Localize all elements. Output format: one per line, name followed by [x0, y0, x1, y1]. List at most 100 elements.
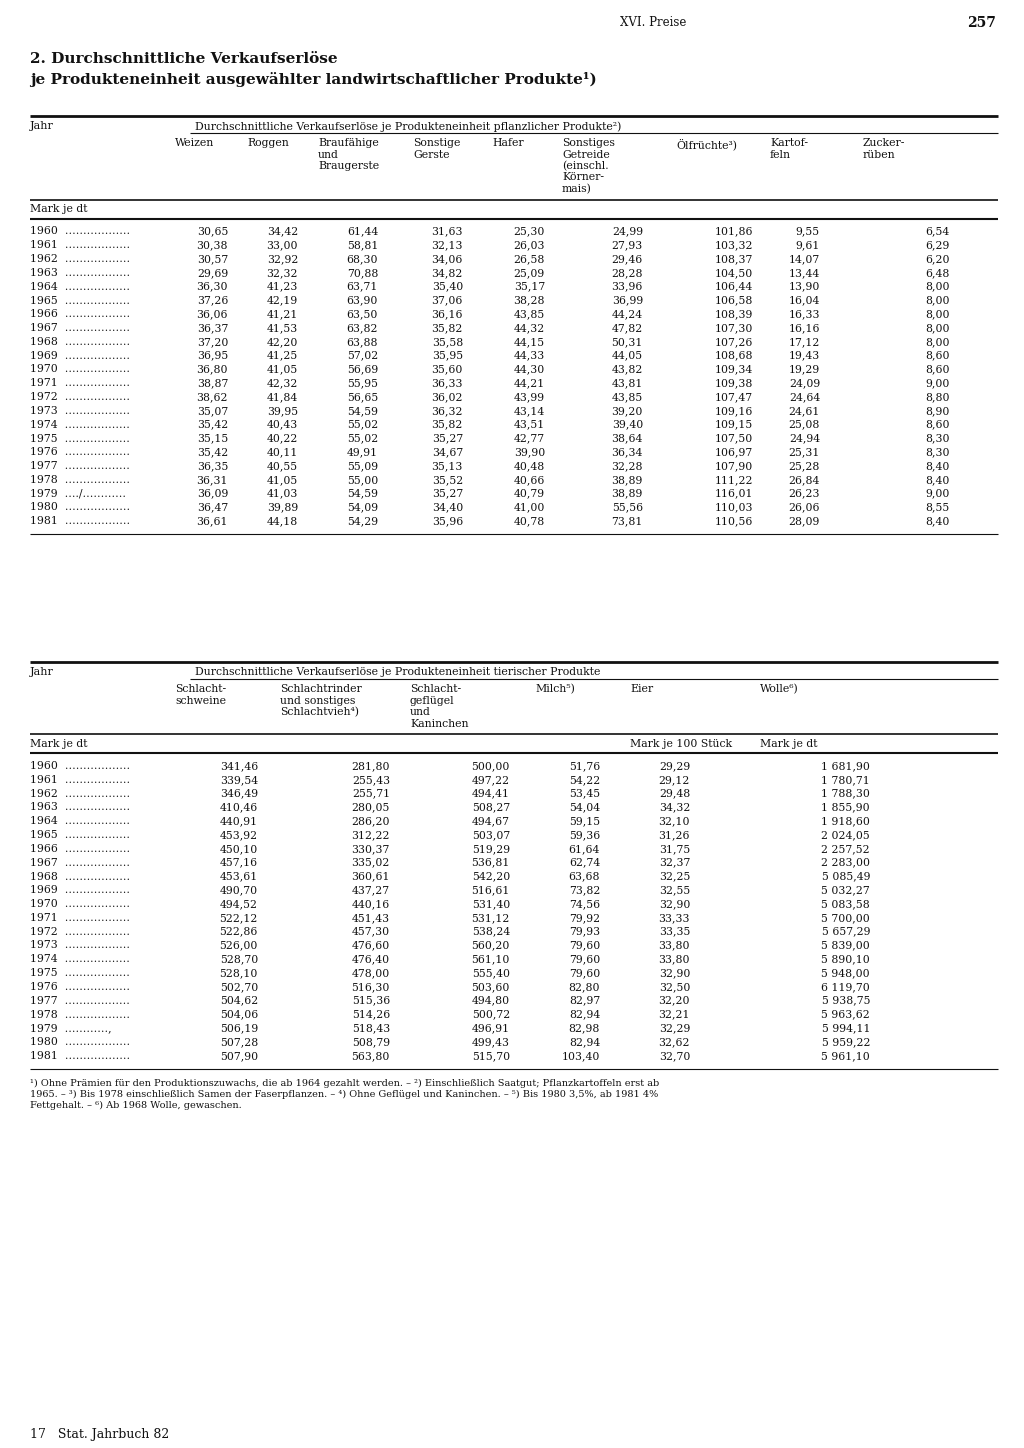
Text: 36,34: 36,34	[611, 447, 643, 458]
Text: 33,96: 33,96	[611, 282, 643, 291]
Text: 1977  ………………: 1977 ………………	[30, 460, 130, 471]
Text: Eier: Eier	[630, 683, 653, 694]
Text: 110,03: 110,03	[715, 502, 753, 513]
Text: 30,38: 30,38	[197, 240, 228, 251]
Text: 39,90: 39,90	[514, 447, 545, 458]
Text: 63,82: 63,82	[346, 323, 378, 333]
Text: 43,85: 43,85	[514, 310, 545, 320]
Text: 1961  ………………: 1961 ………………	[30, 775, 130, 785]
Text: 26,06: 26,06	[788, 502, 820, 513]
Text: 42,20: 42,20	[266, 337, 298, 348]
Text: 32,55: 32,55	[658, 885, 690, 895]
Text: 542,20: 542,20	[472, 872, 510, 882]
Text: 9,55: 9,55	[796, 226, 820, 236]
Text: 5 938,75: 5 938,75	[821, 996, 870, 1006]
Text: 38,64: 38,64	[611, 433, 643, 443]
Text: 451,43: 451,43	[352, 912, 390, 922]
Text: 504,06: 504,06	[220, 1009, 258, 1019]
Text: 1974  ………………: 1974 ………………	[30, 420, 130, 430]
Text: 35,27: 35,27	[432, 489, 463, 498]
Text: 286,20: 286,20	[351, 817, 390, 827]
Text: 346,49: 346,49	[220, 789, 258, 799]
Text: 36,61: 36,61	[197, 517, 228, 526]
Text: 34,82: 34,82	[432, 268, 463, 278]
Text: 27,93: 27,93	[611, 240, 643, 251]
Text: 35,82: 35,82	[432, 323, 463, 333]
Text: 43,82: 43,82	[611, 365, 643, 375]
Text: 1979  …./…………: 1979 …./…………	[30, 489, 126, 498]
Text: 1965. – ³) Bis 1978 einschließlich Samen der Faserpflanzen. – ⁴) Ohne Geflügel u: 1965. – ³) Bis 1978 einschließlich Samen…	[30, 1090, 658, 1099]
Text: 70,88: 70,88	[347, 268, 378, 278]
Text: 5 961,10: 5 961,10	[821, 1051, 870, 1061]
Text: 106,44: 106,44	[715, 282, 753, 291]
Text: 25,08: 25,08	[788, 420, 820, 430]
Text: 437,27: 437,27	[352, 885, 390, 895]
Text: 1967  ………………: 1967 ………………	[30, 857, 130, 867]
Text: 37,26: 37,26	[197, 295, 228, 306]
Text: 32,62: 32,62	[658, 1037, 690, 1047]
Text: 26,03: 26,03	[513, 240, 545, 251]
Text: 508,79: 508,79	[352, 1037, 390, 1047]
Text: 1963  ………………: 1963 ………………	[30, 268, 130, 278]
Text: Mark je dt: Mark je dt	[30, 204, 87, 214]
Text: 5 959,22: 5 959,22	[821, 1037, 870, 1047]
Text: 8,00: 8,00	[926, 295, 950, 306]
Text: 82,94: 82,94	[568, 1009, 600, 1019]
Text: geflügel: geflügel	[410, 695, 455, 705]
Text: 56,65: 56,65	[347, 392, 378, 403]
Text: 519,29: 519,29	[472, 844, 510, 854]
Text: 24,94: 24,94	[788, 433, 820, 443]
Text: 35,15: 35,15	[197, 433, 228, 443]
Text: 531,12: 531,12	[472, 912, 510, 922]
Text: 6,29: 6,29	[926, 240, 950, 251]
Text: 82,98: 82,98	[568, 1024, 600, 1034]
Text: 499,43: 499,43	[472, 1037, 510, 1047]
Text: 39,89: 39,89	[266, 502, 298, 513]
Text: Zucker-: Zucker-	[863, 138, 905, 148]
Text: 41,23: 41,23	[266, 282, 298, 291]
Text: 335,02: 335,02	[351, 857, 390, 867]
Text: 1964  ………………: 1964 ………………	[30, 817, 130, 827]
Text: 522,12: 522,12	[219, 912, 258, 922]
Text: 6 119,70: 6 119,70	[821, 982, 870, 992]
Text: 339,54: 339,54	[220, 775, 258, 785]
Text: 508,27: 508,27	[472, 802, 510, 812]
Text: 1971  ………………: 1971 ………………	[30, 912, 130, 922]
Text: 40,22: 40,22	[266, 433, 298, 443]
Text: 330,37: 330,37	[351, 844, 390, 854]
Text: 32,92: 32,92	[266, 253, 298, 264]
Text: 44,32: 44,32	[514, 323, 545, 333]
Text: Milch⁵): Milch⁵)	[535, 683, 574, 695]
Text: 8,90: 8,90	[926, 405, 950, 416]
Text: Durchschnittliche Verkaufserlöse je Produkteneinheit tierischer Produkte: Durchschnittliche Verkaufserlöse je Prod…	[195, 668, 600, 678]
Text: 55,02: 55,02	[347, 420, 378, 430]
Text: 55,09: 55,09	[347, 460, 378, 471]
Text: 17,12: 17,12	[788, 337, 820, 348]
Text: 41,00: 41,00	[514, 502, 545, 513]
Text: Schlachtvieh⁴): Schlachtvieh⁴)	[280, 707, 359, 717]
Text: 59,15: 59,15	[569, 817, 600, 827]
Text: 34,40: 34,40	[432, 502, 463, 513]
Text: 37,06: 37,06	[432, 295, 463, 306]
Text: Gerste: Gerste	[413, 149, 450, 159]
Text: 5 963,62: 5 963,62	[821, 1009, 870, 1019]
Text: 563,80: 563,80	[351, 1051, 390, 1061]
Text: 8,00: 8,00	[926, 323, 950, 333]
Text: 82,80: 82,80	[568, 982, 600, 992]
Text: 44,33: 44,33	[514, 350, 545, 361]
Text: 39,40: 39,40	[611, 420, 643, 430]
Text: 6,54: 6,54	[926, 226, 950, 236]
Text: 13,90: 13,90	[788, 282, 820, 291]
Text: 8,40: 8,40	[926, 517, 950, 526]
Text: 2 283,00: 2 283,00	[821, 857, 870, 867]
Text: 1972  ………………: 1972 ………………	[30, 392, 130, 403]
Text: mais): mais)	[562, 184, 592, 194]
Text: 32,13: 32,13	[431, 240, 463, 251]
Text: 58,81: 58,81	[347, 240, 378, 251]
Text: Körner-: Körner-	[562, 172, 604, 182]
Text: 44,05: 44,05	[612, 350, 643, 361]
Text: 103,32: 103,32	[715, 240, 753, 251]
Text: 440,16: 440,16	[352, 899, 390, 909]
Text: 53,45: 53,45	[569, 789, 600, 799]
Text: je Produkteneinheit ausgewählter landwirtschaftlicher Produkte¹): je Produkteneinheit ausgewählter landwir…	[30, 72, 597, 87]
